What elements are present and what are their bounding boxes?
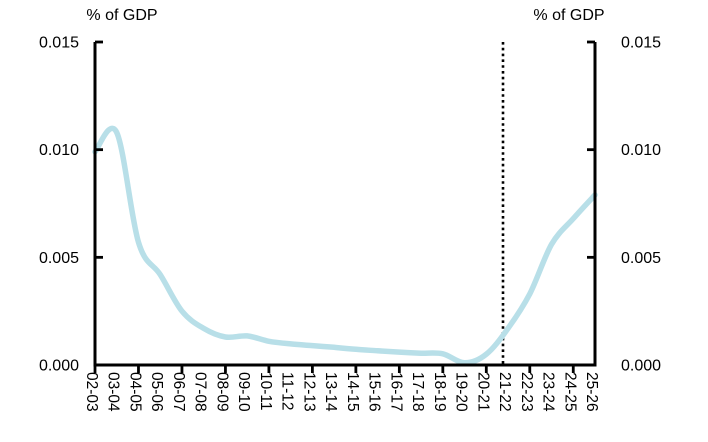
x-axis-tick-label: 21-22 — [496, 372, 513, 412]
x-axis-tick-label: 07-08 — [192, 372, 209, 412]
x-axis-tick-label: 09-10 — [235, 372, 252, 412]
x-axis-tick-label: 25-26 — [583, 372, 600, 412]
x-axis-tick-label: 23-24 — [540, 372, 557, 412]
y-axis-tick-label-left: 0.000 — [39, 358, 79, 375]
x-axis-tick-label: 11-12 — [279, 372, 296, 411]
x-axis-tick-label: 06-07 — [170, 372, 187, 412]
y-axis-tick-label-left: 0.010 — [39, 142, 79, 159]
y-axis-tick-label-right: 0.015 — [621, 35, 661, 52]
data-series-line — [92, 125, 598, 366]
y-axis-tick-label-left: 0.005 — [39, 250, 79, 267]
x-axis-tick-label: 15-16 — [366, 372, 383, 412]
x-axis-tick-label: 22-23 — [518, 372, 535, 412]
x-axis-tick-label: 08-09 — [213, 372, 230, 412]
y-axis-tick-label-right: 0.010 — [621, 142, 661, 159]
x-axis-tick-label: 18-19 — [431, 372, 448, 412]
x-axis-tick-label: 16-17 — [387, 372, 404, 412]
x-axis-tick-label: 14-15 — [344, 372, 361, 412]
x-axis-tick-label: 13-14 — [322, 372, 339, 412]
x-axis-tick-label: 12-13 — [300, 372, 317, 412]
y-axis-tick-label-right: 0.005 — [621, 250, 661, 267]
x-axis-tick-label: 02-03 — [83, 372, 100, 412]
y-axis-tick-label-left: 0.015 — [39, 35, 79, 52]
x-axis-tick-label: 19-20 — [453, 372, 470, 412]
y-axis-tick-label-right: 0.000 — [621, 358, 661, 375]
left-axis-title: % of GDP — [86, 7, 158, 24]
x-axis-tick-label: 20-21 — [474, 372, 491, 412]
x-axis-tick-label: 17-18 — [409, 372, 426, 412]
x-axis-tick-label: 03-04 — [105, 372, 122, 412]
x-axis-tick-label: 05-06 — [148, 372, 165, 412]
x-axis-tick-label: 10-11 — [257, 372, 274, 411]
right-axis-title: % of GDP — [533, 7, 605, 24]
x-axis-tick-label: 04-05 — [127, 372, 144, 412]
axes — [93, 42, 597, 367]
x-axis-tick-label: 24-25 — [561, 372, 578, 412]
